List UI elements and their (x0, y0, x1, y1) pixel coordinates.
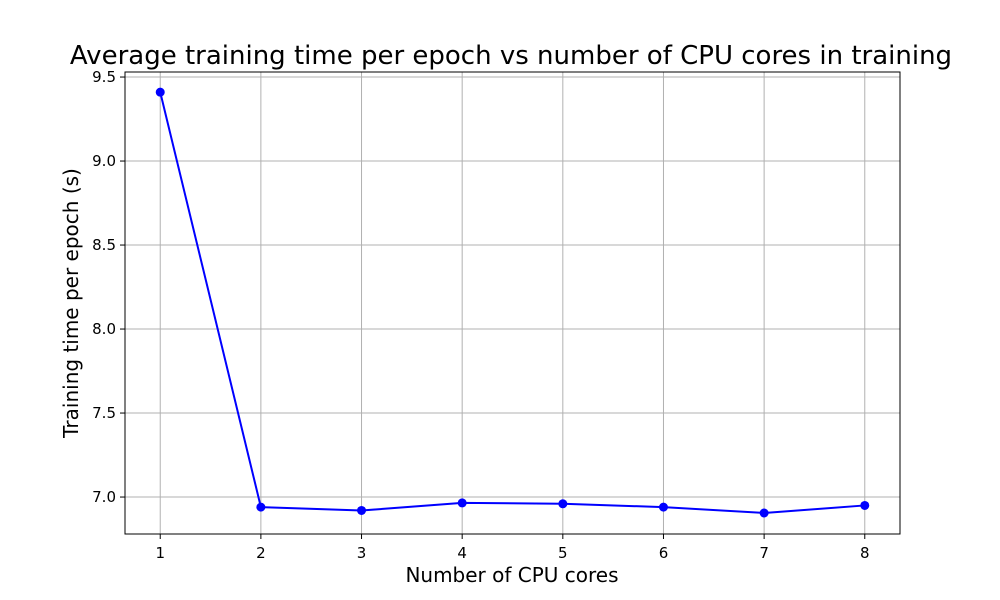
x-axis-label: Number of CPU cores (405, 563, 618, 587)
y-tick-label: 7.0 (92, 488, 116, 506)
x-tick-label: 4 (457, 544, 467, 562)
series-line (159, 91, 865, 514)
data-point (860, 500, 870, 510)
chart-title: Average training time per epoch vs numbe… (70, 41, 952, 71)
data-point (457, 498, 467, 508)
grid (125, 72, 900, 534)
y-tick-label: 7.5 (92, 404, 116, 422)
data-point (155, 87, 165, 97)
x-tick-label: 1 (155, 544, 165, 562)
x-tick-label: 6 (659, 544, 669, 562)
data-point (256, 502, 266, 512)
y-tick-label: 9.0 (92, 152, 116, 170)
data-point (759, 508, 769, 518)
plot-frame (124, 71, 901, 535)
x-tick-label: 5 (558, 544, 568, 562)
x-tick-label: 2 (256, 544, 266, 562)
data-point (558, 499, 568, 509)
series-layer (155, 87, 870, 518)
x-axis: 1 2 3 4 5 6 7 8 (155, 534, 870, 562)
x-tick-label: 8 (860, 544, 870, 562)
y-axis-label: Training time per epoch (s) (59, 168, 83, 439)
y-tick-label: 8.0 (92, 320, 116, 338)
x-tick-label: 7 (759, 544, 769, 562)
y-tick-label: 9.5 (92, 68, 116, 86)
data-point (357, 505, 367, 515)
x-tick-label: 3 (357, 544, 367, 562)
y-tick-label: 8.5 (92, 236, 116, 254)
y-axis: 7.0 7.5 8.0 8.5 9.0 9.5 (92, 68, 125, 506)
data-point (658, 502, 668, 512)
